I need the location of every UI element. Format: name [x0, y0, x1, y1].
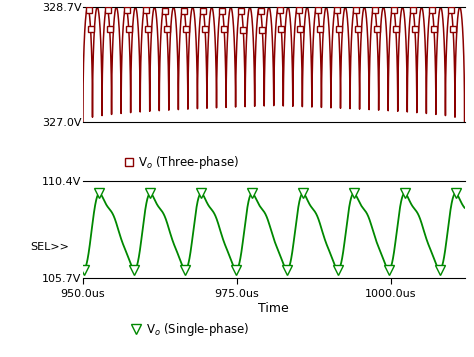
Text: SEL>>: SEL>>: [30, 242, 69, 252]
X-axis label: Time: Time: [258, 302, 289, 315]
Legend: V$_o$ (Single-phase): V$_o$ (Single-phase): [127, 317, 254, 343]
Legend: V$_o$ (Three-phase): V$_o$ (Three-phase): [119, 150, 244, 176]
